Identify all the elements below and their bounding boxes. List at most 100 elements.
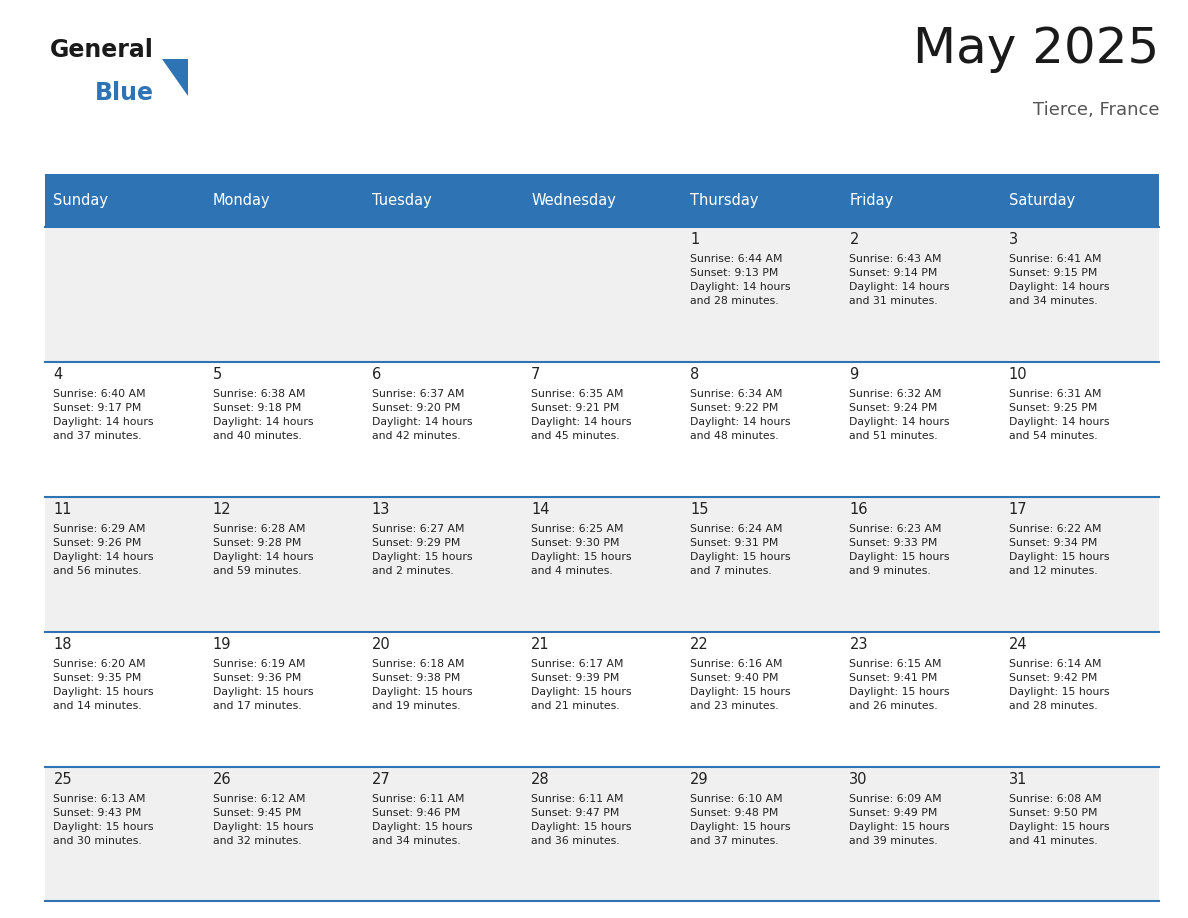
Text: Sunrise: 6:11 AM
Sunset: 9:46 PM
Daylight: 15 hours
and 34 minutes.: Sunrise: 6:11 AM Sunset: 9:46 PM Dayligh… (372, 794, 473, 846)
Text: Sunrise: 6:35 AM
Sunset: 9:21 PM
Daylight: 14 hours
and 45 minutes.: Sunrise: 6:35 AM Sunset: 9:21 PM Dayligh… (531, 389, 632, 442)
Text: May 2025: May 2025 (914, 25, 1159, 73)
Bar (523, 767, 682, 901)
Text: 24: 24 (1009, 637, 1028, 652)
Bar (204, 362, 364, 497)
Bar (364, 227, 523, 362)
Text: Sunrise: 6:10 AM
Sunset: 9:48 PM
Daylight: 15 hours
and 37 minutes.: Sunrise: 6:10 AM Sunset: 9:48 PM Dayligh… (690, 794, 791, 846)
Bar (1000, 497, 1159, 632)
Bar (204, 174, 364, 227)
Bar (1000, 362, 1159, 497)
Text: 16: 16 (849, 502, 868, 517)
Text: Sunday: Sunday (53, 193, 108, 208)
Bar (364, 632, 523, 767)
Bar (841, 227, 1000, 362)
Bar (45, 227, 204, 362)
Text: Sunrise: 6:25 AM
Sunset: 9:30 PM
Daylight: 15 hours
and 4 minutes.: Sunrise: 6:25 AM Sunset: 9:30 PM Dayligh… (531, 524, 632, 577)
Text: Sunrise: 6:27 AM
Sunset: 9:29 PM
Daylight: 15 hours
and 2 minutes.: Sunrise: 6:27 AM Sunset: 9:29 PM Dayligh… (372, 524, 473, 577)
Bar (682, 767, 841, 901)
Text: Sunrise: 6:19 AM
Sunset: 9:36 PM
Daylight: 15 hours
and 17 minutes.: Sunrise: 6:19 AM Sunset: 9:36 PM Dayligh… (213, 659, 314, 711)
Text: Sunrise: 6:20 AM
Sunset: 9:35 PM
Daylight: 15 hours
and 14 minutes.: Sunrise: 6:20 AM Sunset: 9:35 PM Dayligh… (53, 659, 154, 711)
Bar (364, 174, 523, 227)
Text: Sunrise: 6:34 AM
Sunset: 9:22 PM
Daylight: 14 hours
and 48 minutes.: Sunrise: 6:34 AM Sunset: 9:22 PM Dayligh… (690, 389, 791, 442)
Bar (523, 227, 682, 362)
Text: Sunrise: 6:44 AM
Sunset: 9:13 PM
Daylight: 14 hours
and 28 minutes.: Sunrise: 6:44 AM Sunset: 9:13 PM Dayligh… (690, 254, 791, 307)
Bar (523, 174, 682, 227)
Text: 27: 27 (372, 772, 391, 787)
Text: 7: 7 (531, 367, 541, 382)
Text: Sunrise: 6:17 AM
Sunset: 9:39 PM
Daylight: 15 hours
and 21 minutes.: Sunrise: 6:17 AM Sunset: 9:39 PM Dayligh… (531, 659, 632, 711)
Text: 20: 20 (372, 637, 391, 652)
Text: Sunrise: 6:23 AM
Sunset: 9:33 PM
Daylight: 15 hours
and 9 minutes.: Sunrise: 6:23 AM Sunset: 9:33 PM Dayligh… (849, 524, 950, 577)
Bar (523, 362, 682, 497)
Text: Sunrise: 6:31 AM
Sunset: 9:25 PM
Daylight: 14 hours
and 54 minutes.: Sunrise: 6:31 AM Sunset: 9:25 PM Dayligh… (1009, 389, 1110, 442)
Text: Sunrise: 6:40 AM
Sunset: 9:17 PM
Daylight: 14 hours
and 37 minutes.: Sunrise: 6:40 AM Sunset: 9:17 PM Dayligh… (53, 389, 154, 442)
Text: 5: 5 (213, 367, 222, 382)
Text: 9: 9 (849, 367, 859, 382)
Text: Sunrise: 6:08 AM
Sunset: 9:50 PM
Daylight: 15 hours
and 41 minutes.: Sunrise: 6:08 AM Sunset: 9:50 PM Dayligh… (1009, 794, 1110, 846)
Bar (204, 632, 364, 767)
Text: 10: 10 (1009, 367, 1028, 382)
Text: Sunrise: 6:37 AM
Sunset: 9:20 PM
Daylight: 14 hours
and 42 minutes.: Sunrise: 6:37 AM Sunset: 9:20 PM Dayligh… (372, 389, 473, 442)
Bar (45, 497, 204, 632)
Text: Sunrise: 6:14 AM
Sunset: 9:42 PM
Daylight: 15 hours
and 28 minutes.: Sunrise: 6:14 AM Sunset: 9:42 PM Dayligh… (1009, 659, 1110, 711)
Bar (682, 632, 841, 767)
Bar (682, 497, 841, 632)
Text: 22: 22 (690, 637, 709, 652)
Text: Sunrise: 6:38 AM
Sunset: 9:18 PM
Daylight: 14 hours
and 40 minutes.: Sunrise: 6:38 AM Sunset: 9:18 PM Dayligh… (213, 389, 314, 442)
Bar (364, 767, 523, 901)
Text: 29: 29 (690, 772, 709, 787)
Text: Monday: Monday (213, 193, 271, 208)
Bar (682, 362, 841, 497)
Bar (45, 362, 204, 497)
Text: Sunrise: 6:28 AM
Sunset: 9:28 PM
Daylight: 14 hours
and 59 minutes.: Sunrise: 6:28 AM Sunset: 9:28 PM Dayligh… (213, 524, 314, 577)
Bar (45, 174, 204, 227)
Text: Sunrise: 6:13 AM
Sunset: 9:43 PM
Daylight: 15 hours
and 30 minutes.: Sunrise: 6:13 AM Sunset: 9:43 PM Dayligh… (53, 794, 154, 846)
Text: 11: 11 (53, 502, 72, 517)
Bar (841, 632, 1000, 767)
Bar (1000, 174, 1159, 227)
Text: Wednesday: Wednesday (531, 193, 615, 208)
Bar (204, 227, 364, 362)
Text: 31: 31 (1009, 772, 1026, 787)
Text: 1: 1 (690, 232, 700, 247)
Text: 4: 4 (53, 367, 63, 382)
Bar (1000, 767, 1159, 901)
Text: Tierce, France: Tierce, France (1034, 101, 1159, 119)
Text: General: General (50, 38, 153, 62)
Text: 25: 25 (53, 772, 72, 787)
Bar (841, 497, 1000, 632)
Text: 17: 17 (1009, 502, 1028, 517)
Text: 23: 23 (849, 637, 868, 652)
Bar (841, 362, 1000, 497)
Text: 12: 12 (213, 502, 232, 517)
Bar (204, 497, 364, 632)
Text: Sunrise: 6:16 AM
Sunset: 9:40 PM
Daylight: 15 hours
and 23 minutes.: Sunrise: 6:16 AM Sunset: 9:40 PM Dayligh… (690, 659, 791, 711)
Text: 15: 15 (690, 502, 709, 517)
Text: Sunrise: 6:09 AM
Sunset: 9:49 PM
Daylight: 15 hours
and 39 minutes.: Sunrise: 6:09 AM Sunset: 9:49 PM Dayligh… (849, 794, 950, 846)
Text: 6: 6 (372, 367, 381, 382)
Text: 8: 8 (690, 367, 700, 382)
Text: 13: 13 (372, 502, 390, 517)
Text: Sunrise: 6:12 AM
Sunset: 9:45 PM
Daylight: 15 hours
and 32 minutes.: Sunrise: 6:12 AM Sunset: 9:45 PM Dayligh… (213, 794, 314, 846)
Text: 26: 26 (213, 772, 232, 787)
Text: Sunrise: 6:11 AM
Sunset: 9:47 PM
Daylight: 15 hours
and 36 minutes.: Sunrise: 6:11 AM Sunset: 9:47 PM Dayligh… (531, 794, 632, 846)
Bar (841, 767, 1000, 901)
Text: Blue: Blue (95, 81, 154, 105)
Bar (841, 174, 1000, 227)
Bar (1000, 227, 1159, 362)
Bar (45, 632, 204, 767)
Text: 3: 3 (1009, 232, 1018, 247)
Text: Sunrise: 6:41 AM
Sunset: 9:15 PM
Daylight: 14 hours
and 34 minutes.: Sunrise: 6:41 AM Sunset: 9:15 PM Dayligh… (1009, 254, 1110, 307)
Text: 14: 14 (531, 502, 550, 517)
Text: Sunrise: 6:29 AM
Sunset: 9:26 PM
Daylight: 14 hours
and 56 minutes.: Sunrise: 6:29 AM Sunset: 9:26 PM Dayligh… (53, 524, 154, 577)
Bar (523, 497, 682, 632)
Bar (682, 174, 841, 227)
Text: Sunrise: 6:22 AM
Sunset: 9:34 PM
Daylight: 15 hours
and 12 minutes.: Sunrise: 6:22 AM Sunset: 9:34 PM Dayligh… (1009, 524, 1110, 577)
Bar (1000, 632, 1159, 767)
Bar (523, 632, 682, 767)
Bar (682, 227, 841, 362)
Text: Sunrise: 6:24 AM
Sunset: 9:31 PM
Daylight: 15 hours
and 7 minutes.: Sunrise: 6:24 AM Sunset: 9:31 PM Dayligh… (690, 524, 791, 577)
Text: 2: 2 (849, 232, 859, 247)
Text: Tuesday: Tuesday (372, 193, 431, 208)
Text: 18: 18 (53, 637, 72, 652)
